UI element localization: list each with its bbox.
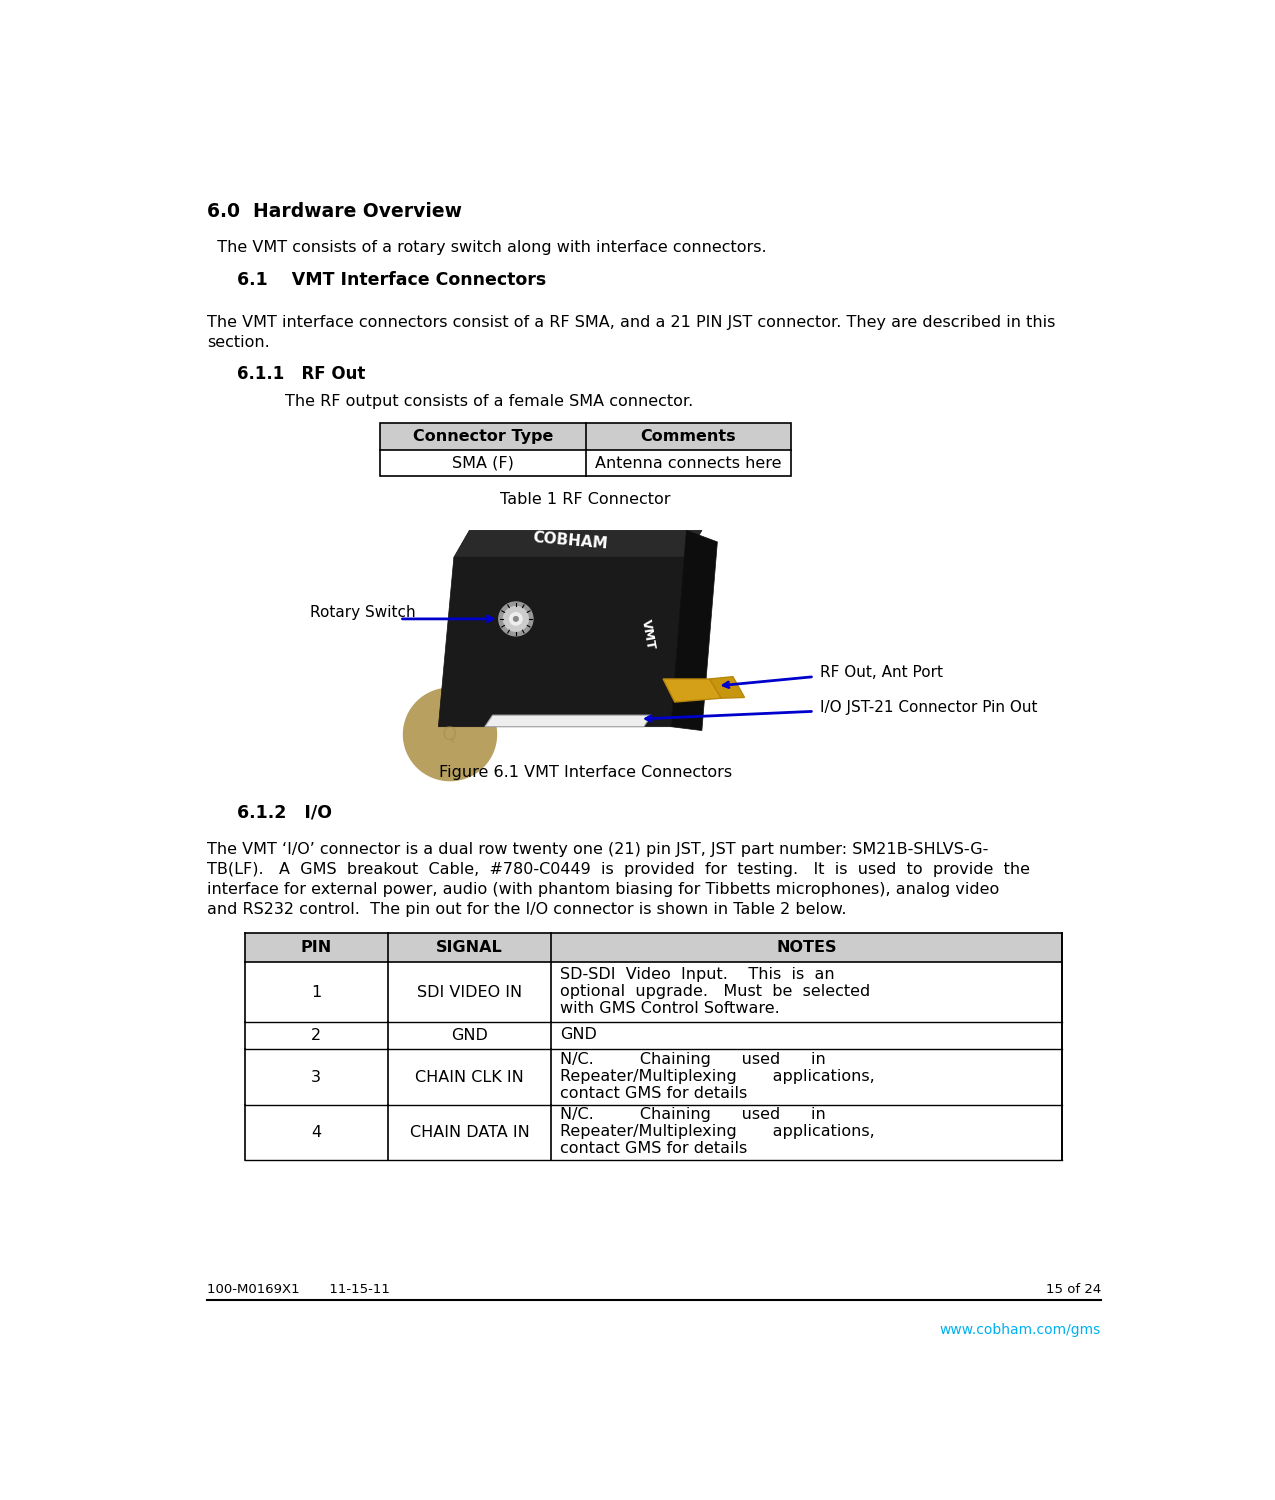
Circle shape xyxy=(510,612,521,626)
Text: 6.0  Hardware Overview: 6.0 Hardware Overview xyxy=(208,201,463,220)
Circle shape xyxy=(499,602,533,636)
Text: COBHAM: COBHAM xyxy=(532,530,608,550)
Text: The VMT interface connectors consist of a RF SMA, and a 21 PIN JST connector. Th: The VMT interface connectors consist of … xyxy=(208,315,1056,330)
Bar xyxy=(245,933,388,963)
Text: section.: section. xyxy=(208,334,270,350)
Text: and RS232 control.  The pin out for the I/O connector is shown in Table 2 below.: and RS232 control. The pin out for the I… xyxy=(208,903,847,918)
Text: Comments: Comments xyxy=(640,429,736,444)
Circle shape xyxy=(514,616,518,621)
Text: www.cobham.com/gms: www.cobham.com/gms xyxy=(940,1323,1102,1338)
Text: 2: 2 xyxy=(311,1029,321,1044)
Text: 15 of 24: 15 of 24 xyxy=(1046,1284,1102,1296)
Text: GND: GND xyxy=(451,1029,488,1044)
Text: RF Out, Ant Port: RF Out, Ant Port xyxy=(820,666,942,681)
Text: SD-SDI  Video  Input.    This  is  an: SD-SDI Video Input. This is an xyxy=(560,968,835,982)
Text: 4: 4 xyxy=(311,1125,321,1140)
Bar xyxy=(551,933,1062,963)
Circle shape xyxy=(504,606,528,631)
Text: SDI VIDEO IN: SDI VIDEO IN xyxy=(417,986,521,1000)
Text: SMA (F): SMA (F) xyxy=(453,456,514,471)
Text: optional  upgrade.   Must  be  selected: optional upgrade. Must be selected xyxy=(560,984,871,999)
Text: Q: Q xyxy=(442,724,458,744)
Text: N/C.         Chaining      used      in: N/C. Chaining used in xyxy=(560,1107,826,1122)
Text: with GMS Control Software.: with GMS Control Software. xyxy=(560,1000,780,1016)
Text: Table 1 RF Connector: Table 1 RF Connector xyxy=(500,492,671,507)
Text: Connector Type: Connector Type xyxy=(413,429,553,444)
Text: The VMT consists of a rotary switch along with interface connectors.: The VMT consists of a rotary switch alon… xyxy=(208,240,768,255)
Text: GND: GND xyxy=(560,1028,597,1042)
Polygon shape xyxy=(454,531,701,558)
Text: The RF output consists of a female SMA connector.: The RF output consists of a female SMA c… xyxy=(284,394,694,410)
Polygon shape xyxy=(671,531,718,730)
Text: NOTES: NOTES xyxy=(776,940,836,956)
Text: 6.1.2   I/O: 6.1.2 I/O xyxy=(237,804,332,822)
Bar xyxy=(380,423,790,477)
Text: Figure 6.1 VMT Interface Connectors: Figure 6.1 VMT Interface Connectors xyxy=(439,765,732,780)
Polygon shape xyxy=(439,558,686,726)
Text: Rotary Switch: Rotary Switch xyxy=(311,604,416,619)
Polygon shape xyxy=(710,676,745,698)
Text: Repeater/Multiplexing       applications,: Repeater/Multiplexing applications, xyxy=(560,1124,875,1138)
Text: 1: 1 xyxy=(311,986,321,1000)
Text: PIN: PIN xyxy=(301,940,332,956)
Text: SIGNAL: SIGNAL xyxy=(436,940,502,956)
Polygon shape xyxy=(663,680,722,702)
Text: 6.1.1   RF Out: 6.1.1 RF Out xyxy=(237,364,365,382)
Text: I/O JST-21 Connector Pin Out: I/O JST-21 Connector Pin Out xyxy=(820,700,1037,715)
Text: TB(LF).   A  GMS  breakout  Cable,  #780-C0449  is  provided  for  testing.   It: TB(LF). A GMS breakout Cable, #780-C0449… xyxy=(208,862,1030,877)
Text: N/C.         Chaining      used      in: N/C. Chaining used in xyxy=(560,1052,826,1066)
Bar xyxy=(380,423,790,450)
Circle shape xyxy=(403,688,496,780)
Text: CHAIN DATA IN: CHAIN DATA IN xyxy=(409,1125,529,1140)
Text: VMT: VMT xyxy=(639,618,657,651)
Text: interface for external power, audio (with phantom biasing for Tibbetts microphon: interface for external power, audio (wit… xyxy=(208,882,1000,897)
Polygon shape xyxy=(484,716,652,726)
Text: Antenna connects here: Antenna connects here xyxy=(595,456,782,471)
Text: 100-M0169X1       11-15-11: 100-M0169X1 11-15-11 xyxy=(208,1284,390,1296)
Text: The VMT ‘I/O’ connector is a dual row twenty one (21) pin JST, JST part number: : The VMT ‘I/O’ connector is a dual row tw… xyxy=(208,842,989,856)
Text: contact GMS for details: contact GMS for details xyxy=(560,1086,747,1101)
Bar xyxy=(388,933,551,963)
Text: 3: 3 xyxy=(311,1070,321,1084)
Text: CHAIN CLK IN: CHAIN CLK IN xyxy=(414,1070,524,1084)
Text: 6.1    VMT Interface Connectors: 6.1 VMT Interface Connectors xyxy=(237,272,546,290)
Text: contact GMS for details: contact GMS for details xyxy=(560,1142,747,1156)
Text: Repeater/Multiplexing       applications,: Repeater/Multiplexing applications, xyxy=(560,1068,875,1083)
